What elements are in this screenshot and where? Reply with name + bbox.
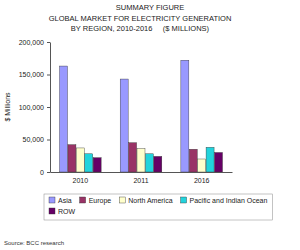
tick-label: 2010 bbox=[73, 177, 89, 184]
tick: 150,000 bbox=[19, 71, 50, 78]
tick: 2011 bbox=[133, 177, 148, 184]
axis-line bbox=[51, 172, 233, 173]
bar bbox=[137, 149, 145, 172]
tick-mark bbox=[47, 172, 50, 173]
bar bbox=[120, 79, 128, 172]
legend-label: Europe bbox=[89, 197, 112, 205]
x-axis: 2010 2011 2016 bbox=[51, 173, 233, 185]
bar bbox=[206, 147, 214, 172]
bar bbox=[181, 60, 189, 172]
legend-item: North America bbox=[119, 197, 172, 204]
tick: 2016 bbox=[194, 177, 210, 184]
legend-swatch bbox=[181, 197, 187, 203]
tick: 0 bbox=[40, 169, 50, 176]
tick-label: 100,000 bbox=[19, 104, 44, 111]
bar bbox=[189, 149, 197, 172]
tick-label: 150,000 bbox=[19, 71, 44, 78]
chart: SUMMARY FIGURE GLOBAL MARKET FOR ELECTRIC… bbox=[0, 0, 300, 250]
bar bbox=[129, 143, 137, 172]
legend-label: Pacific and Indian Ocean bbox=[190, 197, 268, 204]
legend-item: ROW bbox=[49, 208, 76, 215]
legend-item: Europe bbox=[80, 197, 112, 205]
tick: 200,000 bbox=[19, 39, 50, 46]
tick: 50,000 bbox=[23, 136, 50, 143]
title: SUMMARY FIGURE bbox=[116, 3, 184, 12]
y-axis-title: $ Millions bbox=[4, 92, 11, 122]
tick-mark bbox=[47, 140, 50, 141]
legend-swatch bbox=[80, 197, 86, 203]
bar bbox=[93, 158, 101, 172]
bar bbox=[145, 154, 153, 172]
bar bbox=[214, 153, 222, 173]
legend-label: Asia bbox=[58, 197, 72, 204]
tick: 2010 bbox=[73, 177, 89, 184]
y-axis: 0 50,000 100,000 150,000 200,000 bbox=[19, 39, 51, 176]
tick: 100,000 bbox=[19, 104, 50, 111]
legend-item: Asia bbox=[49, 197, 72, 204]
bar bbox=[68, 145, 76, 172]
bar bbox=[198, 159, 206, 172]
legend-item: Pacific and Indian Ocean bbox=[181, 197, 268, 204]
plot: 0 50,000 100,000 150,000 200,000 2010 2011 2016 bbox=[19, 39, 233, 185]
legend-swatch bbox=[119, 197, 125, 203]
tick-mark bbox=[47, 42, 50, 43]
subtitle: BY REGION, 2010-2016 ($ MILLIONS) bbox=[71, 24, 210, 33]
tick-label: 200,000 bbox=[19, 39, 44, 46]
tick-label: 2016 bbox=[194, 177, 210, 184]
legend-swatch bbox=[49, 197, 55, 203]
legend-label: ROW bbox=[58, 208, 76, 215]
subtitle: GLOBAL MARKET FOR ELECTRICITY GENERATION bbox=[49, 14, 232, 23]
bars bbox=[60, 60, 223, 172]
legend-swatch bbox=[49, 208, 55, 214]
bar bbox=[60, 66, 68, 172]
tick-label: 50,000 bbox=[23, 136, 45, 143]
bar bbox=[76, 148, 84, 172]
bar bbox=[154, 156, 162, 172]
tick-label: 2011 bbox=[133, 177, 148, 184]
legend-label: North America bbox=[128, 197, 172, 204]
bar bbox=[85, 154, 93, 172]
tick-mark bbox=[47, 107, 50, 108]
axis-line bbox=[50, 43, 51, 173]
legend-box bbox=[44, 194, 272, 220]
tick-label: 0 bbox=[40, 169, 44, 176]
legend: Asia Europe North America Pacific and India… bbox=[44, 194, 272, 220]
source: Source: BCC research bbox=[4, 240, 64, 246]
tick-mark bbox=[47, 75, 50, 76]
